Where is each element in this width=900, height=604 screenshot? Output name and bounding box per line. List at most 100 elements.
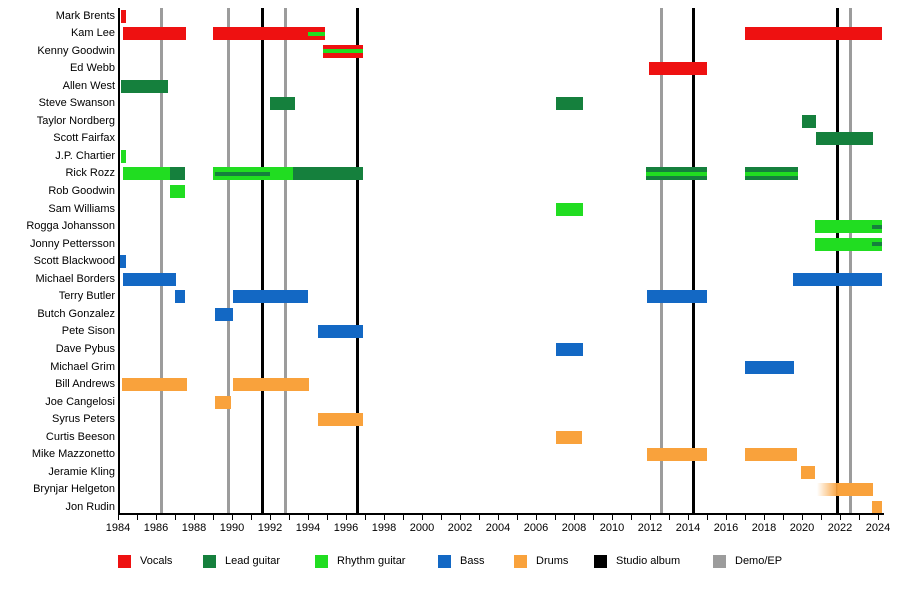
- member-name-label: Curtis Beeson: [45, 430, 115, 443]
- member-name-label: Allen West: [62, 79, 115, 92]
- x-axis-tick-label: 1992: [257, 522, 283, 534]
- member-tenure-bar: [745, 360, 795, 374]
- member-tenure-bar: [745, 27, 882, 41]
- member-tenure-bar: [317, 413, 364, 427]
- x-axis-tick: [384, 514, 385, 520]
- member-tenure-bar: [175, 290, 186, 304]
- studio-album-line: [260, 8, 264, 514]
- member-tenure-bar: [649, 62, 707, 76]
- member-name-label: Brynjar Helgeton: [33, 483, 115, 496]
- member-name-label: Bill Andrews: [55, 378, 115, 391]
- x-axis-tick-label: 1996: [333, 522, 359, 534]
- x-axis-tick-label: 2016: [713, 522, 739, 534]
- studio-album-line: [835, 8, 839, 514]
- x-axis-tick: [251, 514, 252, 520]
- x-axis-tick-label: 2006: [523, 522, 549, 534]
- x-axis-tick: [688, 514, 689, 520]
- x-axis-tick-label: 2004: [485, 522, 511, 534]
- member-tenure-bar: [872, 500, 882, 514]
- member-tenure-bar: [120, 9, 126, 23]
- member-secondary-role-stripe: [872, 242, 882, 247]
- x-axis-tick-label: 2022: [827, 522, 853, 534]
- member-name-label: Ed Webb: [69, 62, 115, 75]
- x-axis-tick: [365, 514, 366, 520]
- member-name-label: J.P. Chartier: [55, 149, 115, 162]
- x-axis-tick: [859, 514, 860, 520]
- x-axis-tick-label: 1986: [143, 522, 169, 534]
- member-secondary-role-stripe: [745, 171, 799, 176]
- x-axis-tick: [517, 514, 518, 520]
- member-name-label: Jeramie Kling: [48, 465, 115, 478]
- member-tenure-bar: [120, 79, 169, 93]
- member-secondary-role-stripe: [872, 224, 882, 229]
- x-axis-tick: [783, 514, 784, 520]
- demo-ep-line: [848, 8, 852, 514]
- x-axis-tick: [270, 514, 271, 520]
- member-tenure-bar: [214, 395, 232, 409]
- x-axis-tick: [574, 514, 575, 520]
- x-axis-tick: [764, 514, 765, 520]
- member-tenure-bar: [232, 378, 309, 392]
- legend-label: Drums: [536, 555, 569, 567]
- member-tenure-bar: [802, 114, 817, 128]
- member-tenure-bar: [555, 342, 583, 356]
- studio-album-line: [355, 8, 359, 514]
- member-name-label: Syrus Peters: [52, 413, 115, 426]
- member-name-label: Scott Blackwood: [33, 255, 115, 268]
- x-axis-tick: [840, 514, 841, 520]
- x-axis-line: [118, 513, 884, 515]
- legend-label: Vocals: [140, 555, 173, 567]
- member-tenure-bar: [170, 185, 185, 198]
- x-axis-tick-label: 2010: [599, 522, 625, 534]
- member-tenure-bar: [647, 290, 707, 304]
- member-name-label: Rob Goodwin: [48, 185, 115, 197]
- member-secondary-role-stripe: [323, 49, 364, 54]
- x-axis-tick: [707, 514, 708, 520]
- member-tenure-bar: [213, 27, 326, 41]
- x-axis-tick: [175, 514, 176, 520]
- demo-ep-line: [659, 8, 663, 514]
- member-tenure-bar: [745, 448, 798, 462]
- member-secondary-role-stripe: [214, 171, 270, 176]
- x-axis-tick: [555, 514, 556, 520]
- x-axis-tick: [441, 514, 442, 520]
- member-tenure-bar: [122, 167, 171, 181]
- member-tenure-bar: [816, 132, 874, 146]
- member-tenure-bar: [232, 290, 308, 304]
- member-tenure-bar: [793, 272, 882, 286]
- legend-label: Lead guitar: [225, 555, 281, 567]
- member-name-label: Michael Grim: [50, 360, 115, 373]
- x-axis-tick: [498, 514, 499, 520]
- member-name-label: Michael Borders: [35, 272, 115, 285]
- member-tenure-bar: [817, 483, 874, 497]
- legend-label: Demo/EP: [735, 555, 783, 567]
- x-axis-tick: [802, 514, 803, 520]
- member-name-label: Mark Brents: [55, 9, 115, 22]
- member-tenure-bar: [122, 27, 187, 41]
- studio-album-line: [692, 8, 696, 514]
- legend-label: Studio album: [616, 555, 681, 567]
- x-axis-tick: [194, 514, 195, 520]
- member-tenure-bar: [120, 149, 126, 163]
- x-axis-tick: [821, 514, 822, 520]
- member-name-label: Scott Fairfax: [53, 132, 115, 145]
- member-tenure-bar: [815, 220, 882, 234]
- x-axis-tick: [308, 514, 309, 520]
- x-axis-tick-label: 2012: [637, 522, 663, 534]
- legend-swatch-rhythm-guitar: [315, 555, 328, 568]
- x-axis-tick: [650, 514, 651, 520]
- x-axis-tick-label: 1990: [219, 522, 245, 534]
- member-tenure-bar: [122, 272, 176, 286]
- x-axis-tick-label: 2000: [409, 522, 435, 534]
- member-tenure-bar: [214, 307, 233, 321]
- member-tenure-bar: [801, 465, 816, 479]
- x-axis-tick-label: 2002: [447, 522, 473, 534]
- member-name-label: Jonny Pettersson: [30, 237, 115, 250]
- legend-swatch-bass: [438, 555, 451, 568]
- x-axis-tick-label: 1988: [181, 522, 207, 534]
- member-name-label: Kenny Goodwin: [37, 44, 115, 57]
- x-axis-tick-label: 2018: [751, 522, 777, 534]
- x-axis-tick: [422, 514, 423, 520]
- member-secondary-role-stripe: [646, 171, 707, 176]
